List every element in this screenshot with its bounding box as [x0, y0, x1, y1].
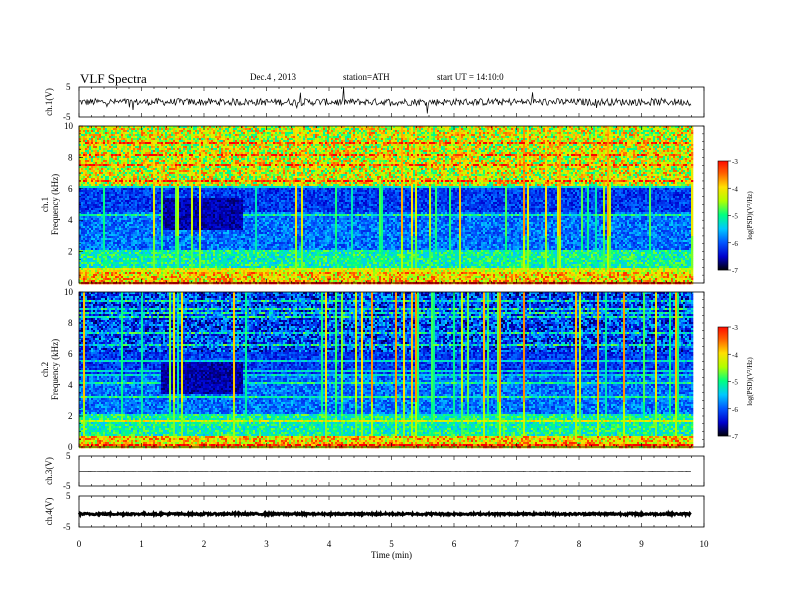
y-axis-label: Frequency (kHz) [50, 174, 60, 235]
ch2-spectrogram-colorbar [718, 327, 728, 437]
channel-label: ch.2 [40, 362, 50, 377]
y-axis-label: ch.1(V) [44, 88, 54, 116]
colorbar-tick-label: -3 [732, 324, 738, 332]
colorbar-tick-label: -6 [732, 406, 738, 414]
channel-label: ch.1 [40, 197, 50, 212]
x-axis-label: Time (min) [371, 550, 412, 560]
x-tick-label: 4 [327, 539, 332, 549]
y-tick-label: 5 [66, 491, 71, 501]
ch1-spectrogram-colorbar [718, 161, 728, 271]
y-tick-label: 8 [68, 152, 73, 162]
y-tick-label: 6 [68, 349, 73, 359]
colorbar-tick-label: -5 [732, 379, 738, 387]
colorbar-label: log(PSD)(V²/Hz) [746, 191, 754, 240]
ch4-waveform-trace [77, 509, 692, 519]
y-tick-label: 5 [66, 451, 71, 461]
y-tick-label: 2 [68, 247, 73, 257]
x-tick-label: 6 [452, 539, 457, 549]
y-tick-label: 0 [68, 278, 73, 288]
ch2-spectrogram-heatmap [79, 292, 694, 449]
y-tick-label: -5 [63, 522, 71, 532]
x-tick-label: 0 [77, 539, 82, 549]
y-axis-label: ch.4(V) [44, 498, 54, 526]
y-tick-label: 10 [64, 121, 74, 131]
x-tick-label: 9 [639, 539, 644, 549]
y-tick-label: 4 [68, 380, 73, 390]
x-tick-label: 1 [139, 539, 144, 549]
date-label: Dec.4 , 2013 [250, 72, 296, 82]
y-tick-label: 10 [64, 287, 74, 297]
colorbar-tick-label: -6 [732, 240, 738, 248]
ch1-waveform-trace [78, 86, 692, 114]
colorbar-label: log(PSD)(V²/Hz) [746, 357, 754, 406]
x-tick-label: 5 [389, 539, 394, 549]
x-tick-label: 8 [577, 539, 582, 549]
start-time-label: start UT = 14:10:0 [437, 72, 504, 82]
y-tick-label: 4 [68, 215, 73, 225]
y-tick-label: 8 [68, 318, 73, 328]
colorbar-tick-label: -5 [732, 213, 738, 221]
ch3-waveform-frame [78, 455, 705, 487]
y-tick-label: 0 [68, 442, 73, 452]
colorbar-tick-label: -7 [732, 433, 738, 441]
x-tick-label: 10 [700, 539, 710, 549]
station-label: station=ATH [343, 72, 390, 82]
y-tick-label: -5 [63, 481, 71, 491]
y-axis-label: Frequency (kHz) [50, 339, 60, 400]
y-tick-label: 2 [68, 411, 73, 421]
colorbar-tick-label: -7 [732, 267, 738, 275]
colorbar-tick-label: -3 [732, 158, 738, 166]
colorbar-tick-label: -4 [732, 351, 738, 359]
ch4-waveform-frame [78, 495, 705, 528]
y-tick-label: 5 [66, 82, 71, 92]
x-tick-label: 7 [514, 539, 519, 549]
x-tick-label: 3 [264, 539, 269, 549]
y-tick-label: 6 [68, 184, 73, 194]
ch1-spectrogram-heatmap [79, 126, 694, 285]
chart-title: VLF Spectra [80, 71, 147, 87]
y-tick-label: -5 [63, 112, 71, 122]
y-axis-label: ch.3(V) [44, 457, 54, 485]
x-tick-label: 2 [202, 539, 207, 549]
colorbar-tick-label: -4 [732, 185, 738, 193]
